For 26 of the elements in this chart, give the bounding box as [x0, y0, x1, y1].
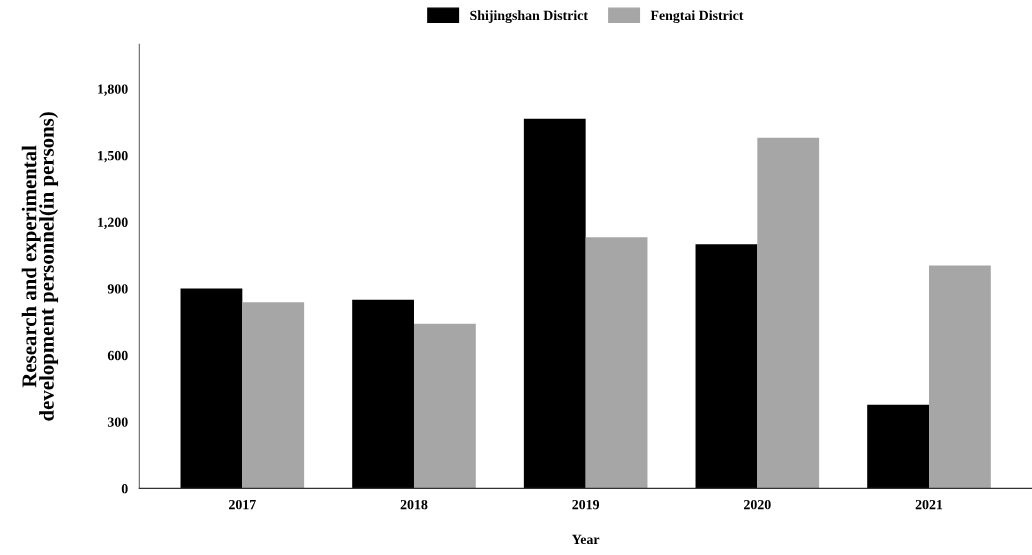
bar	[757, 137, 820, 489]
x-tick-label: 2018	[400, 499, 428, 510]
y-tick-label: 1,800	[98, 84, 128, 96]
bar	[242, 302, 305, 489]
legend-label: Shijingshan District	[470, 10, 588, 24]
x-tick-label: 2017	[229, 499, 256, 510]
y-tick-label: 1,500	[98, 150, 128, 163]
legend-label: Fengtai District	[650, 10, 744, 24]
bar	[585, 237, 648, 489]
y-axis-title: Research and experimental development personnel(in persons)	[21, 112, 59, 421]
x-tick-label: 2021	[915, 499, 943, 510]
bar	[180, 288, 243, 489]
bar	[867, 404, 929, 489]
y-tick-label: 0	[121, 483, 128, 494]
bar	[413, 323, 476, 489]
bar	[695, 244, 758, 489]
x-tick-label: 2019	[572, 499, 600, 510]
x-tick-label: 2020	[744, 499, 771, 510]
bar	[352, 299, 414, 489]
y-tick-label: 900	[107, 284, 128, 294]
y-tick-label: 600	[107, 350, 128, 361]
y-tick-label: 1,200	[98, 217, 128, 229]
x-axis-title: Year	[572, 534, 600, 545]
bar	[929, 265, 991, 489]
y-tick-label: 300	[107, 417, 128, 427]
bar	[523, 118, 586, 489]
